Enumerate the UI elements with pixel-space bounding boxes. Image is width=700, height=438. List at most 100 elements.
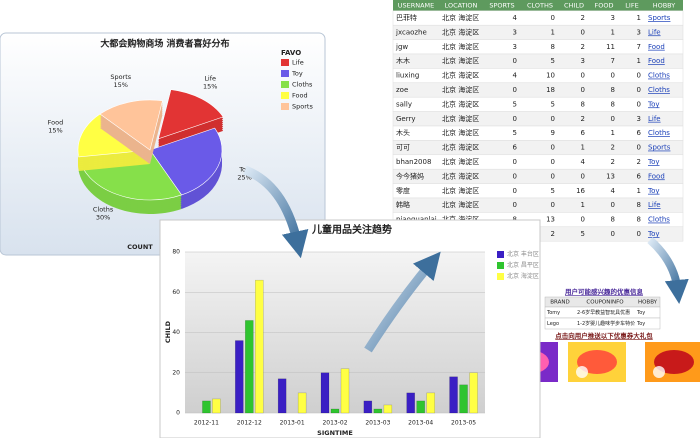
coupon-cell: Toy [636,321,645,327]
table-cell: 今今猪妈 [396,171,424,180]
table-cell: 5 [513,100,517,108]
bar [245,320,254,414]
table-cell: 3 [637,115,641,123]
hobby-link[interactable]: Sports [648,144,671,152]
table-cell: 北京 海淀区 [442,56,479,65]
x-tick-label: 2012-11 [194,420,219,427]
slice-top [157,89,224,140]
bar [340,368,350,414]
banner-art [576,366,588,378]
slice-label: Toy [238,165,250,173]
pie-slice [157,89,224,153]
hobby-link[interactable]: Food [648,43,665,51]
push-link[interactable]: 点击向用户推送以下优惠券大礼包 [555,331,653,340]
column-header: USERNAME [398,2,435,10]
slice-label: Cloths [93,206,114,214]
hobby-link[interactable]: Food [648,57,665,65]
table-cell: 北京 海淀区 [442,143,479,152]
table-cell: 0 [551,14,555,22]
table-cell: 1 [637,14,641,22]
table-cell: Gerry [396,115,416,123]
hobby-link[interactable]: Cloths [648,72,670,80]
slice-value-label: 15% [114,81,128,89]
table-cell: 18 [546,86,555,94]
hobby-link[interactable]: Cloths [648,216,670,224]
table-cell: 8 [637,201,641,209]
coupon-banner[interactable] [645,342,700,382]
coupon-row [544,317,661,330]
table-cell: 0 [611,115,615,123]
hobby-link[interactable]: Toy [647,187,660,195]
table-cell: 0 [637,86,641,94]
table-header [393,0,683,11]
table-cell: 0 [513,201,517,209]
table-cell: 0 [551,201,555,209]
table-cell: 7 [637,43,641,51]
legend-label: Cloths [292,81,313,89]
table-cell: 5 [551,187,555,195]
table-cell: 2 [581,115,585,123]
legend-label: Toy [291,70,303,78]
coupon-cell: Tomy [546,310,560,316]
hobby-link[interactable]: Life [648,201,661,209]
table-cell: 0 [581,86,585,94]
table-cell: 北京 海淀区 [442,71,479,80]
table-cell: 北京 海淀区 [442,186,479,195]
legend-swatch [497,273,504,280]
table-cell: 6 [581,129,586,137]
pie-slice [149,127,223,209]
table-cell: 2 [551,230,555,238]
hobby-link[interactable]: Toy [647,158,660,166]
user-table: USERNAME LOCATION SPORTS CLOTHS CHILD FOOD LIF… [392,0,684,246]
table-cell: 6 [513,144,518,152]
hobby-link[interactable]: Food [648,172,665,180]
hobby-link[interactable]: Cloths [648,86,670,94]
table-cell: 北京 海淀区 [442,215,479,224]
table-cell: 4 [581,158,586,166]
x-tick-label: 2013-03 [365,420,390,427]
bar [426,392,435,414]
table-cell: 2 [637,158,641,166]
table-cell: 北京 海淀区 [442,114,479,123]
hobby-link[interactable]: Toy [647,230,660,238]
hobby-link[interactable]: Toy [647,100,660,108]
panel-title: 用户可能感兴趣的优惠信息 [564,287,644,296]
table-cell: 1 [581,144,585,152]
bar [330,408,340,414]
legend-label: Sports [292,103,313,111]
table-cell: 8 [611,100,615,108]
table-cell: 11 [606,43,615,51]
table-cell: 北京 海淀区 [442,42,479,51]
pie-slice [99,99,163,164]
banner-art [577,350,617,374]
table-cell: 13 [546,216,555,224]
table-cell: 3 [581,57,585,65]
hobby-link[interactable]: Sports [648,14,671,22]
bar [277,378,287,414]
arrow [647,236,689,304]
table-cell: 0 [637,72,641,80]
hobby-link[interactable]: Cloths [648,129,670,137]
coupon-banner[interactable] [568,342,626,382]
bar [363,400,373,414]
axis-label: SIGNTIME [317,429,353,437]
bar [449,376,458,414]
column-header: BRAND [550,300,569,306]
column-header: COUPONINFO [586,300,624,306]
table-cell: 8 [637,216,641,224]
table-cell: 4 [513,14,518,22]
legend-title: FAVO [281,49,301,57]
slice-value-label: 25% [237,173,251,181]
bar [459,384,468,414]
x-tick-label: 2013-05 [451,420,476,427]
legend-label: 北京 丰台区 [507,250,539,258]
table-cell: 0 [513,86,517,94]
table-cell: 5 [513,129,517,137]
hobby-link[interactable]: Life [648,115,661,123]
arrow [243,165,309,259]
table-cell: 0 [513,115,517,123]
axis-label: CHILD [164,320,172,343]
table-cell: 北京 海淀区 [442,128,479,137]
hobby-link[interactable]: Life [648,28,661,36]
